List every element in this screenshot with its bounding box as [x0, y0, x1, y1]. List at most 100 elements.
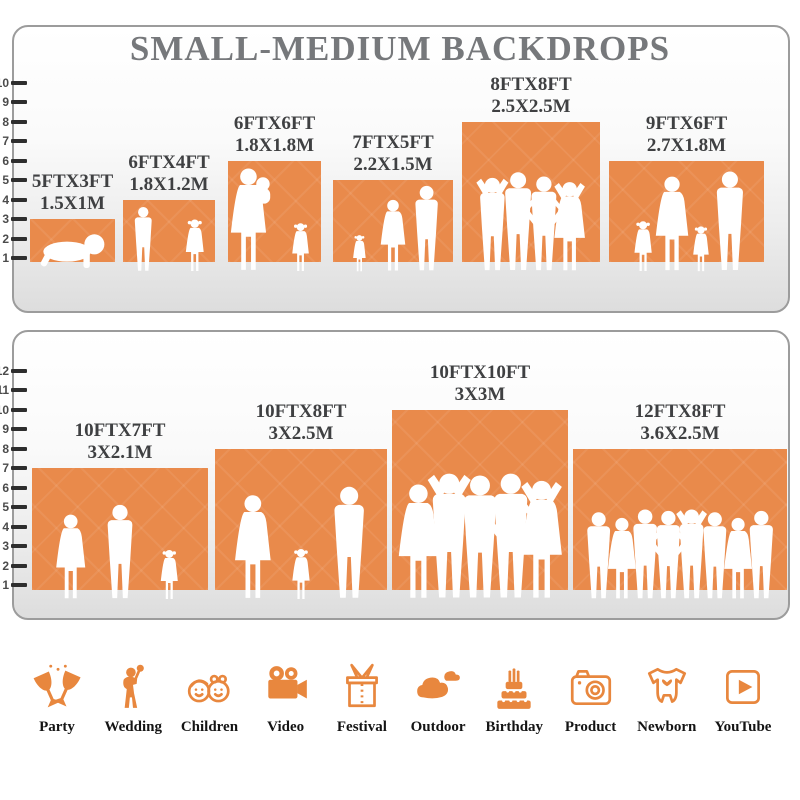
category-item: Children [172, 662, 246, 736]
ruler-number: 9 [2, 422, 9, 436]
backdrop-size-ft: 9FTX6FT [645, 112, 728, 134]
ruler-number: 7 [2, 134, 9, 148]
backdrop-rect [30, 219, 115, 262]
category-item: Newborn [630, 662, 704, 736]
backdrop-size-label: 5FTX3FT 1.5X1M [32, 171, 113, 215]
backdrop-rect [392, 409, 568, 590]
ruler-tick [11, 158, 27, 163]
category-item: Birthday [477, 662, 551, 736]
backdrop-size-label: 6FTX4FT 1.8X1.2M [128, 152, 209, 196]
ruler-tick [11, 524, 27, 529]
ruler-tick [11, 119, 27, 124]
backdrop-rect [462, 121, 600, 262]
backdrop-panel-top: SMALL-MEDIUM BACKDROPS 1 2 3 4 5 6 7 8 9 10 5FTX3F… [0, 25, 800, 313]
backdrop-size-label: 9FTX6FT 2.7X1.8M [646, 113, 727, 157]
category-item: Wedding [96, 662, 170, 736]
backdrop-rect [123, 199, 215, 262]
backdrop-size-ft: 6FTX6FT [233, 112, 316, 134]
outdoor-icon [417, 671, 460, 699]
party-icon [33, 664, 81, 708]
ruler-tick [11, 368, 27, 373]
ruler-number: 8 [2, 114, 9, 129]
category-label: Birthday [485, 719, 544, 735]
ruler-number: 1 [2, 578, 9, 592]
ruler-tick [11, 197, 27, 202]
wedding-icon [123, 664, 145, 708]
category-label: Children [180, 719, 239, 735]
ruler-tick [11, 563, 27, 568]
backdrop-size-m: 1.8X1.8M [234, 134, 315, 156]
backdrop-rect [573, 448, 787, 590]
ruler-number: 2 [2, 231, 9, 246]
product-icon [570, 670, 611, 706]
ruler-tick [11, 236, 27, 241]
ruler-number: 4 [2, 519, 9, 534]
backdrop-size-ft: 5FTX3FT [31, 171, 114, 192]
backdrop-rect [228, 160, 321, 262]
page-title: SMALL-MEDIUM BACKDROPS [129, 29, 671, 68]
ruler-tick [11, 256, 27, 260]
backdrop-size-ft: 12FTX8FT [634, 400, 726, 422]
ruler-tick [11, 583, 27, 587]
ruler-number: 9 [2, 95, 9, 109]
ruler-number: 4 [2, 192, 9, 207]
ruler-number: 8 [2, 441, 9, 456]
ruler-number: 10 [0, 402, 9, 417]
category-label: YouTube [714, 719, 772, 735]
backdrop-size-ft: 6FTX4FT [128, 151, 210, 173]
category-item: Outdoor [401, 662, 475, 736]
backdrop-size-label: 10FTX8FT 3X2.5M [256, 401, 347, 445]
backdrop-size-label: 7FTX5FT 2.2X1.5M [352, 132, 433, 176]
backdrop-size-m: 3.6X2.5M [640, 422, 720, 444]
ruler-number: 10 [0, 75, 9, 90]
ruler-number: 3 [2, 539, 9, 553]
birthday-icon [497, 668, 531, 709]
category-row: Party Wedding Children Video Festival Ou… [20, 662, 780, 736]
ruler-number: 12 [0, 363, 9, 378]
ruler-tick [11, 407, 27, 412]
backdrop-rect [215, 448, 387, 590]
ruler-tick [11, 100, 27, 104]
category-label: Video [267, 719, 305, 735]
backdrop-size-ft: 10FTX7FT [74, 420, 166, 441]
ruler-tick [11, 217, 27, 221]
backdrop-size-m: 2.7X1.8M [646, 134, 727, 156]
category-item: Product [554, 662, 628, 736]
ruler-tick [11, 388, 27, 392]
ruler-number: 2 [2, 558, 9, 573]
category-label: Newborn [637, 719, 697, 735]
category-item: YouTube [706, 662, 780, 736]
newborn-icon [647, 667, 686, 703]
ruler-number: 6 [2, 153, 9, 168]
backdrop-size-m: 3X2.1M [87, 442, 153, 463]
category-label: Product [564, 719, 617, 735]
category-label: Party [39, 719, 75, 735]
backdrop-size-m: 1.5X1M [40, 193, 105, 214]
ruler-number: 5 [2, 173, 9, 187]
ruler-number: 5 [2, 500, 9, 514]
backdrop-size-label: 10FTX7FT 3X2.1M [75, 420, 166, 464]
backdrop-size-label: 8FTX8FT 2.5X2.5M [490, 74, 571, 118]
backdrop-size-m: 2.5X2.5M [491, 95, 571, 117]
ruler-number: 1 [2, 251, 9, 265]
backdrop-panel-bottom: 12345678910111210FTX7FT3X2.1M10FTX8FT3X2… [0, 330, 800, 620]
ruler-tick [11, 446, 27, 451]
backdrop-size-label: 12FTX8FT 3.6X2.5M [635, 401, 726, 445]
ruler-number: 3 [2, 212, 9, 226]
backdrop-size-ft: 7FTX5FT [352, 132, 434, 153]
backdrop-size-ft: 10FTX10FT [429, 361, 531, 383]
backdrop-rect [609, 160, 764, 262]
ruler-tick [11, 544, 27, 548]
ruler-tick [11, 80, 27, 85]
backdrop-size-label: 10FTX10FT 3X3M [430, 362, 530, 406]
category-label: Outdoor [410, 719, 466, 735]
category-label: Wedding [104, 719, 162, 735]
backdrop-size-m: 3X3M [454, 383, 506, 405]
category-item: Festival [325, 662, 399, 736]
backdrop-size-ft: 8FTX8FT [490, 73, 572, 95]
ruler-number: 7 [2, 461, 9, 475]
category-label: Festival [336, 719, 387, 735]
backdrop-size-m: 1.8X1.2M [129, 173, 209, 195]
category-item: Video [249, 662, 323, 736]
backdrop-size-m: 2.2X1.5M [353, 154, 433, 175]
